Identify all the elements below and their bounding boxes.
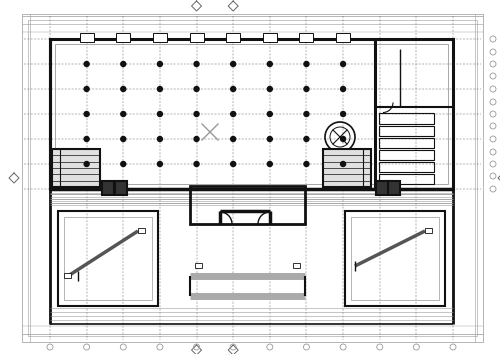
Circle shape — [121, 62, 126, 67]
Bar — [336, 33, 350, 42]
Circle shape — [304, 161, 309, 166]
Bar — [64, 217, 152, 300]
Bar — [379, 150, 434, 160]
Bar — [379, 138, 434, 148]
Circle shape — [268, 161, 272, 166]
Bar — [388, 181, 400, 195]
Circle shape — [230, 161, 235, 166]
Circle shape — [194, 137, 199, 142]
Circle shape — [230, 137, 235, 142]
Bar — [293, 263, 300, 268]
Circle shape — [121, 161, 126, 166]
Bar — [115, 181, 127, 195]
Circle shape — [194, 86, 199, 91]
Bar — [263, 33, 277, 42]
Circle shape — [268, 112, 272, 116]
Circle shape — [340, 62, 345, 67]
Circle shape — [84, 137, 89, 142]
Circle shape — [340, 161, 345, 166]
Bar — [153, 33, 167, 42]
Bar — [425, 228, 432, 233]
Bar — [379, 162, 434, 172]
Circle shape — [158, 86, 162, 91]
Circle shape — [304, 62, 309, 67]
Circle shape — [121, 112, 126, 116]
Bar — [80, 33, 94, 42]
Circle shape — [158, 137, 162, 142]
Bar — [379, 174, 434, 184]
Circle shape — [121, 137, 126, 142]
Bar — [300, 33, 314, 42]
Bar — [190, 33, 203, 42]
Bar — [64, 273, 71, 278]
Circle shape — [158, 112, 162, 116]
Circle shape — [268, 137, 272, 142]
Circle shape — [121, 86, 126, 91]
Circle shape — [230, 112, 235, 116]
Circle shape — [84, 62, 89, 67]
Circle shape — [84, 86, 89, 91]
Circle shape — [194, 62, 199, 67]
Circle shape — [304, 86, 309, 91]
Bar — [116, 33, 130, 42]
Circle shape — [340, 137, 345, 142]
Bar — [138, 228, 145, 233]
Circle shape — [84, 161, 89, 166]
Bar — [376, 181, 388, 195]
Bar — [323, 149, 371, 187]
Circle shape — [194, 112, 199, 116]
Circle shape — [304, 112, 309, 116]
Circle shape — [194, 161, 199, 166]
Circle shape — [230, 62, 235, 67]
Bar — [195, 263, 202, 268]
Bar — [226, 33, 240, 42]
Circle shape — [268, 86, 272, 91]
Bar — [351, 217, 439, 300]
Circle shape — [158, 161, 162, 166]
Bar — [190, 186, 305, 224]
Bar — [55, 44, 448, 184]
Bar — [50, 39, 453, 189]
Bar — [345, 211, 445, 306]
Bar — [379, 126, 434, 136]
Bar — [52, 149, 100, 187]
Circle shape — [340, 112, 345, 116]
Bar — [102, 181, 114, 195]
Circle shape — [158, 62, 162, 67]
Bar — [379, 114, 434, 124]
Circle shape — [304, 137, 309, 142]
Circle shape — [84, 112, 89, 116]
Circle shape — [268, 62, 272, 67]
Bar — [58, 211, 158, 306]
Circle shape — [340, 86, 345, 91]
Bar — [28, 20, 477, 336]
Circle shape — [230, 86, 235, 91]
